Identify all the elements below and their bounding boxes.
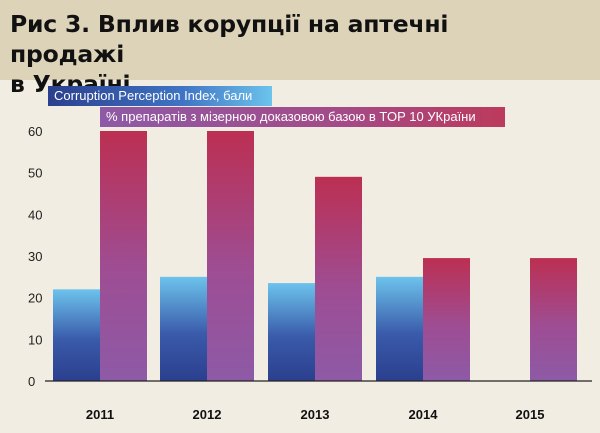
legend-item-cpi: Corruption Perception Index, бали bbox=[48, 86, 272, 106]
chart-title: Рис 3. Вплив корупції на аптечні продажі… bbox=[10, 9, 570, 99]
bar-pct-2012 bbox=[207, 131, 254, 381]
bars bbox=[53, 131, 577, 381]
x-tick-label-2013: 2013 bbox=[301, 407, 330, 422]
x-tick-label-2011: 2011 bbox=[86, 407, 114, 422]
chart-title-line-1: Рис 3. Вплив корупції на аптечні продажі bbox=[10, 10, 449, 68]
y-tick-label: 60 bbox=[28, 124, 42, 139]
y-tick-label: 10 bbox=[28, 332, 42, 347]
bar-pct-2011 bbox=[100, 131, 147, 381]
x-axis: 2011 2012 2013 2014 2015 bbox=[45, 380, 592, 422]
bar-cpi-2012 bbox=[160, 276, 207, 381]
bar-pct-2015 bbox=[530, 258, 577, 381]
x-tick-label-2014: 2014 bbox=[409, 407, 439, 422]
bar-pct-2014 bbox=[423, 258, 470, 381]
x-tick-label-2015: 2015 bbox=[516, 407, 545, 422]
bar-cpi-2014 bbox=[376, 276, 423, 381]
bar-cpi-2013 bbox=[268, 283, 315, 381]
y-tick-label: 30 bbox=[28, 249, 42, 264]
bar-cpi-2011 bbox=[53, 289, 100, 381]
x-tick-label-2012: 2012 bbox=[193, 407, 222, 422]
title-banner: Рис 3. Вплив корупції на аптечні продажі… bbox=[0, 0, 600, 98]
y-tick-label: 50 bbox=[28, 166, 42, 181]
legend-item-pct: % препаратів з мізерною доказовою базою … bbox=[100, 107, 505, 127]
y-tick-label: 0 bbox=[28, 374, 35, 389]
y-tick-label: 20 bbox=[28, 291, 42, 306]
y-axis: 0 10 20 30 40 50 60 bbox=[28, 124, 42, 389]
y-tick-label: 40 bbox=[28, 207, 42, 222]
bar-pct-2013 bbox=[315, 176, 362, 381]
bar-chart: 0 10 20 30 40 50 60 2011 2012 2013 2014 2015 bbox=[28, 124, 592, 422]
